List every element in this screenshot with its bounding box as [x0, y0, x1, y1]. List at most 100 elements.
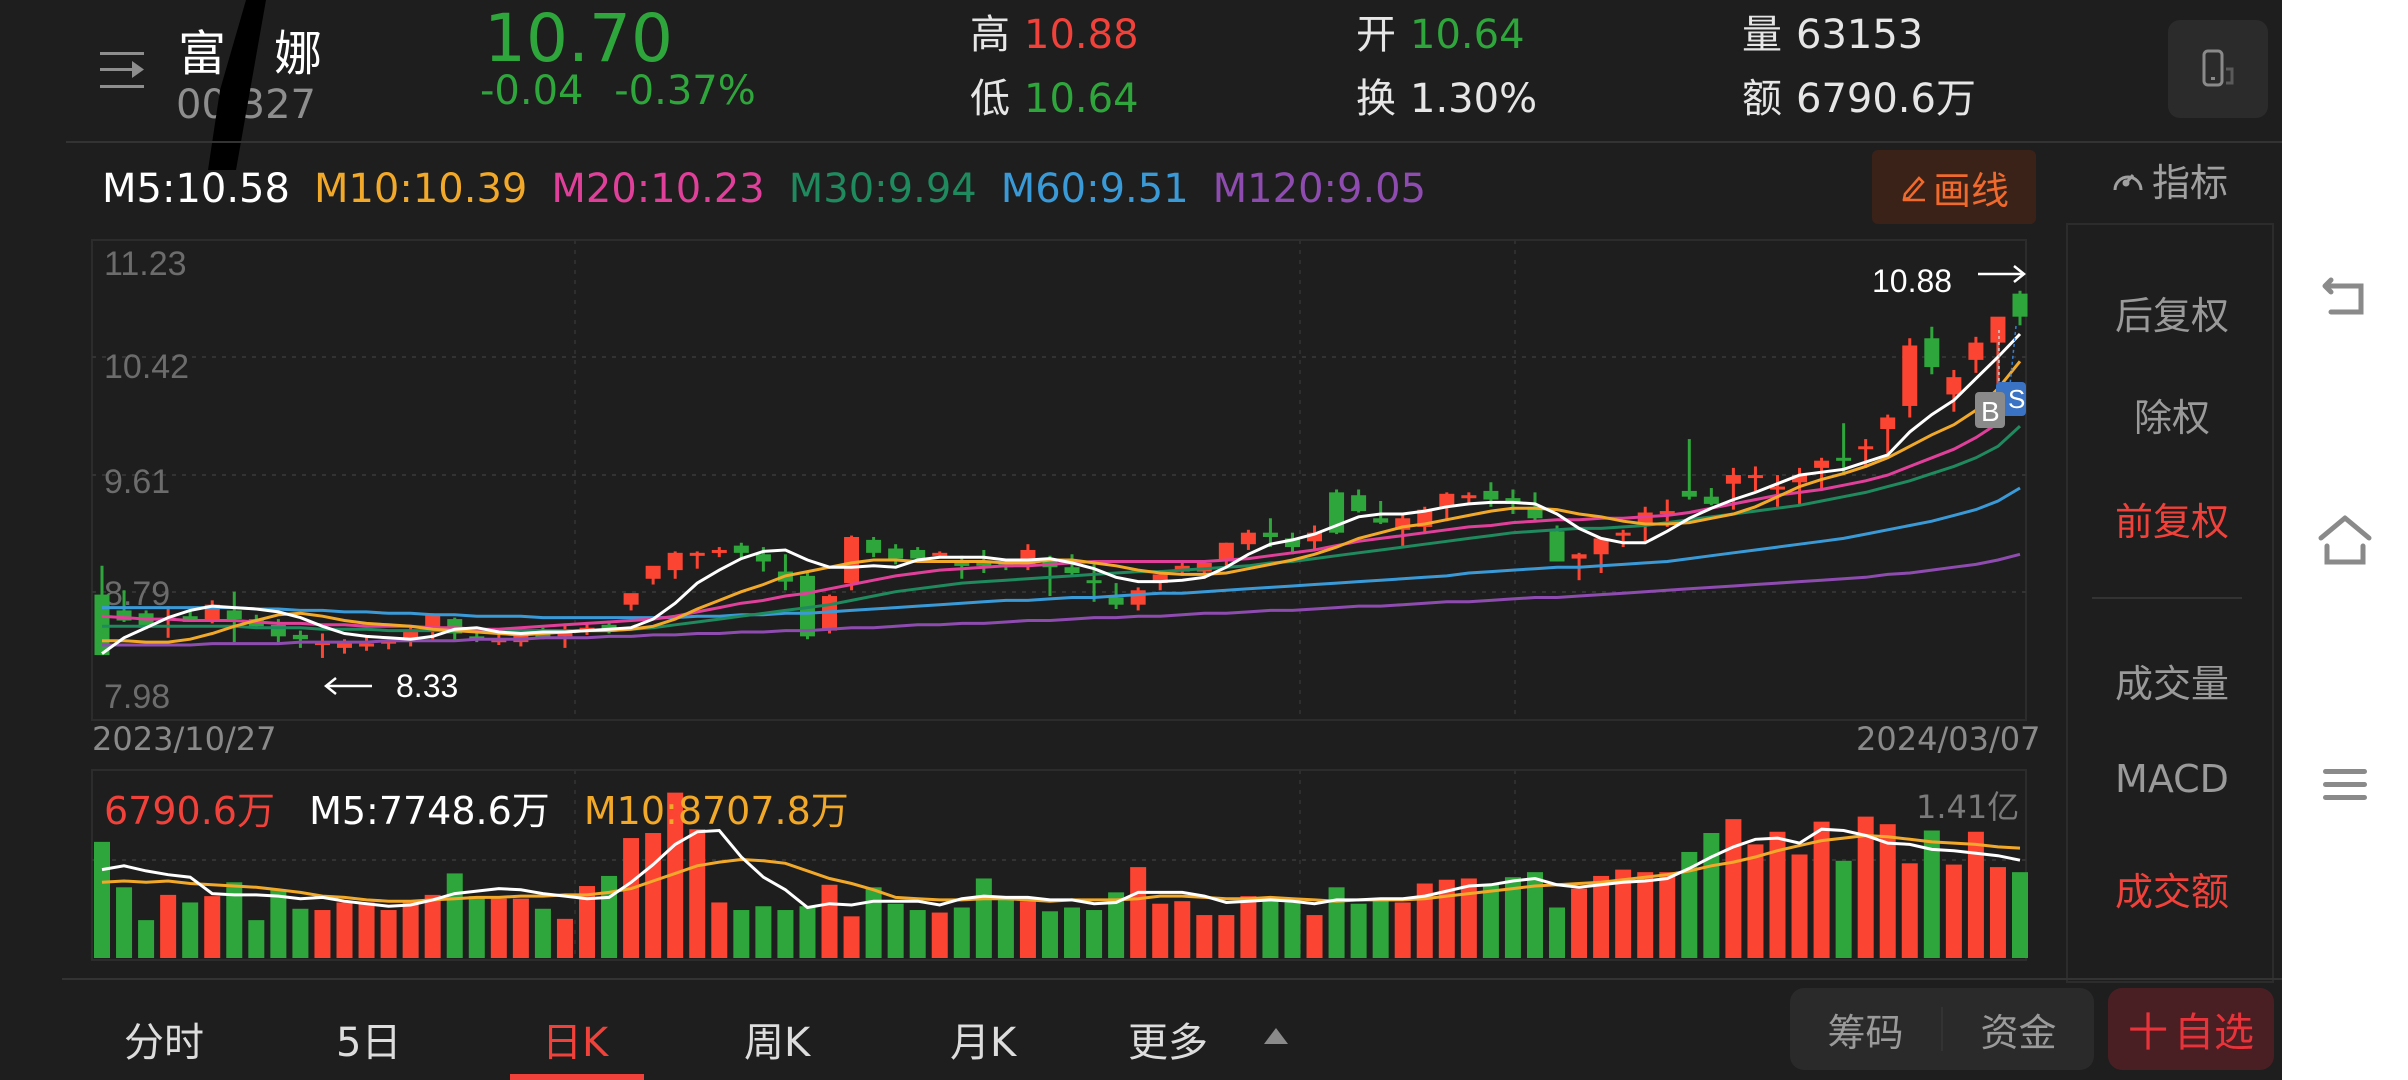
- end-date-label: 2024/03/07: [1856, 720, 2041, 758]
- candle-body: [1439, 493, 1455, 507]
- price-change: -0.04 -0.37%: [480, 68, 756, 114]
- candle-body: [292, 634, 308, 640]
- draw-line-button[interactable]: 画线: [1872, 150, 2036, 224]
- y-axis-label: 7.98: [104, 678, 170, 716]
- add-watchlist-button[interactable]: 十 自选: [2108, 988, 2274, 1070]
- volume-bar: [226, 882, 243, 958]
- candle-body: [755, 554, 771, 562]
- pencil-icon: [1902, 176, 1925, 202]
- y-axis-label: 10.42: [104, 348, 189, 386]
- arrow-left-icon: [323, 677, 337, 695]
- candle-body: [689, 552, 705, 556]
- volume-bar: [1460, 878, 1477, 958]
- volume-chart-frame: [91, 769, 2027, 961]
- sidebar-divider: [2092, 597, 2242, 599]
- sell-marker-label: S: [2008, 384, 2025, 414]
- candle-body: [976, 561, 992, 566]
- quote-stat-label: 额: [1742, 76, 1782, 122]
- candle-body: [1880, 417, 1896, 429]
- price-chart-frame: [91, 239, 2027, 721]
- sidebar-option[interactable]: 除权: [2133, 396, 2210, 440]
- volume-bar: [512, 898, 529, 958]
- triangle-up-icon[interactable]: [1262, 1026, 1290, 1046]
- sidebar-option[interactable]: MACD: [2115, 757, 2229, 801]
- quote-stat: 高 10.88: [970, 2, 1139, 60]
- recents-button[interactable]: [2282, 740, 2408, 830]
- volume-bar: [667, 792, 684, 958]
- candle-body: [623, 593, 639, 605]
- back-button[interactable]: [2282, 252, 2408, 342]
- volume-bar: [446, 873, 463, 958]
- candle-body: [1351, 495, 1367, 512]
- quote-stat-value: 1.30%: [1410, 76, 1538, 122]
- quote-stat: 低 10.64: [970, 66, 1139, 124]
- y-axis-label: 11.23: [104, 245, 187, 283]
- candle-body: [601, 624, 617, 630]
- quote-stat-value: 10.88: [1024, 12, 1139, 58]
- volume-bar: [1218, 915, 1235, 958]
- candle-body: [337, 642, 353, 648]
- volume-bar: [711, 902, 728, 958]
- volume-bar: [1504, 877, 1521, 958]
- volume-bar: [1615, 869, 1632, 958]
- sidebar-option[interactable]: 前复权: [2114, 500, 2229, 544]
- rotate-screen-button[interactable]: [2168, 20, 2268, 118]
- volume-bar: [997, 897, 1014, 958]
- sidebar-option[interactable]: 成交额: [2114, 870, 2229, 914]
- volume-bar: [1262, 897, 1279, 958]
- volume-bar: [116, 887, 133, 958]
- volume-bar: [94, 841, 110, 958]
- sidebar-option[interactable]: 后复权: [2114, 294, 2229, 338]
- ma-legend: M5:10.58 M10:10.39 M20:10.23 M30:9.94 M60:9.…: [102, 166, 1450, 212]
- period-tab[interactable]: 日K: [542, 1020, 609, 1066]
- quote-stat-label: 低: [970, 76, 1010, 122]
- turnover-m5: M5:7748.6万: [309, 789, 550, 833]
- quote-stat-value: 10.64: [1410, 12, 1525, 58]
- max-price-label: 10.88: [1872, 263, 1952, 299]
- home-button[interactable]: [2282, 496, 2408, 586]
- volume-bar: [1835, 860, 1852, 958]
- volume-bar: [1593, 875, 1610, 958]
- candle-body: [535, 633, 551, 638]
- period-tab[interactable]: 月K: [950, 1020, 1017, 1066]
- volume-bar: [777, 910, 794, 958]
- pill-divider: [1941, 1007, 1943, 1051]
- quote-stat-value: 10.64: [1024, 76, 1139, 122]
- volume-bar: [645, 833, 662, 958]
- period-tab[interactable]: 5日: [336, 1020, 402, 1066]
- chips-button[interactable]: 筹码: [1827, 1010, 1904, 1055]
- period-tab[interactable]: 周K: [744, 1020, 811, 1066]
- funds-button[interactable]: 资金: [1980, 1010, 2057, 1055]
- ma60-line: [102, 486, 2021, 620]
- change-amount: -0.04: [480, 68, 584, 114]
- volume-bar: [1879, 824, 1896, 958]
- indicator-button[interactable]: 指标: [2110, 152, 2228, 207]
- ma-legend-item: M10:10.39: [313, 166, 528, 212]
- candle-body: [1792, 475, 1808, 483]
- candle-body: [270, 624, 286, 637]
- candle-body: [1240, 532, 1256, 545]
- candle-body: [226, 610, 242, 620]
- volume-bar: [1019, 901, 1036, 958]
- turnover-legend: 6790.6万 M5:7748.6万 M10:8707.8万: [104, 780, 871, 835]
- gauge-icon: [2113, 173, 2143, 190]
- min-price-label: 8.33: [396, 668, 458, 704]
- volume-bar: [1747, 844, 1764, 958]
- volume-bar: [799, 906, 816, 958]
- volume-bar: [1526, 872, 1543, 958]
- current-price: 10.70: [484, 0, 673, 77]
- period-tab[interactable]: 更多: [1128, 1020, 1208, 1066]
- candle-body: [1395, 518, 1411, 530]
- volume-bar: [336, 902, 353, 958]
- menu-button[interactable]: [96, 48, 152, 92]
- volume-bar: [689, 829, 706, 958]
- candle-body: [1152, 574, 1168, 584]
- sidebar-option[interactable]: 成交量: [2114, 662, 2229, 706]
- candle-body: [314, 642, 330, 646]
- period-tab[interactable]: 分时: [124, 1020, 204, 1066]
- candle-body: [1571, 554, 1587, 559]
- volume-bar: [1328, 887, 1345, 958]
- candle-body: [1527, 506, 1543, 519]
- volume-bar: [579, 886, 596, 958]
